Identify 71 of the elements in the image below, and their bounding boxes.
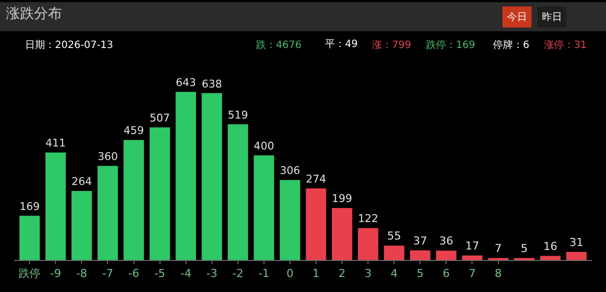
bar: [46, 152, 66, 260]
x-tick-label: 8: [494, 267, 502, 280]
bar: [306, 188, 326, 260]
x-tick-label: -5: [154, 267, 166, 280]
data-label: 5: [520, 242, 528, 255]
x-tick-label: 1: [312, 267, 320, 280]
x-tick-label: 3: [364, 267, 372, 280]
bar: [410, 250, 430, 260]
bar: [98, 166, 118, 260]
text: 平：49: [325, 39, 358, 50]
data-label: 169: [19, 200, 40, 213]
x-tick-label: -4: [180, 267, 192, 280]
x-tick-label: 2: [338, 267, 346, 280]
bar: [436, 250, 456, 260]
data-label: 643: [176, 76, 196, 89]
data-label: 17: [465, 240, 480, 253]
x-tick-label: 跌停: [18, 267, 41, 280]
x-tick-label: 5: [416, 267, 424, 280]
bar: [540, 256, 560, 260]
data-label: 400: [254, 140, 274, 152]
bar: [19, 216, 40, 260]
data-label: 55: [387, 230, 402, 243]
data-label: 638: [202, 77, 222, 90]
bar: [202, 93, 222, 260]
data-label: 7: [494, 242, 502, 255]
x-tick-label: -3: [206, 267, 218, 280]
data-label: 36: [439, 234, 454, 248]
bar: [358, 228, 378, 260]
text: 日期：2026-07-13: [25, 39, 114, 51]
bar: [124, 140, 144, 260]
data-label: 519: [228, 108, 248, 122]
x-tick-label: -6: [128, 267, 140, 280]
bar: [332, 208, 352, 260]
text: 跌：4676: [256, 39, 302, 51]
x-tick-label: 0: [286, 267, 294, 280]
bar: [176, 92, 196, 260]
text: 停牌：6: [493, 39, 530, 51]
x-tick-label: 7: [468, 267, 476, 280]
data-label: 411: [46, 136, 66, 150]
data-label: 306: [280, 164, 300, 178]
x-tick-label: -2: [232, 267, 244, 280]
x-tick-label: -9: [50, 267, 62, 280]
text: 涨停：31: [544, 39, 587, 51]
text: 今日: [507, 11, 527, 23]
bar: [228, 124, 248, 260]
bar: [72, 190, 92, 260]
data-label: 199: [332, 192, 352, 206]
data-label: 507: [150, 112, 170, 125]
data-label: 37: [413, 234, 428, 248]
data-label: 122: [358, 212, 378, 226]
bar: [150, 127, 170, 260]
text: 涨：799: [372, 39, 412, 51]
bar: [384, 246, 404, 260]
text: 昨日: [542, 11, 562, 23]
x-tick-label: -7: [102, 267, 114, 280]
data-label: 360: [98, 150, 118, 163]
x-tick-label: -1: [258, 267, 270, 280]
data-label: 459: [124, 124, 144, 138]
bar: [280, 180, 300, 260]
bar: [566, 252, 587, 260]
x-tick-label: 6: [442, 267, 450, 280]
chart-title: 涨跌分布: [6, 6, 62, 22]
bar: [254, 155, 274, 260]
data-label: 16: [543, 240, 558, 253]
x-tick-label: -8: [76, 267, 88, 280]
x-tick-label: 4: [390, 267, 398, 280]
data-label: 31: [569, 236, 584, 249]
data-label: 264: [72, 175, 92, 188]
data-label: 274: [306, 172, 326, 186]
bar: [462, 256, 482, 260]
text: 跌停：169: [426, 39, 476, 51]
